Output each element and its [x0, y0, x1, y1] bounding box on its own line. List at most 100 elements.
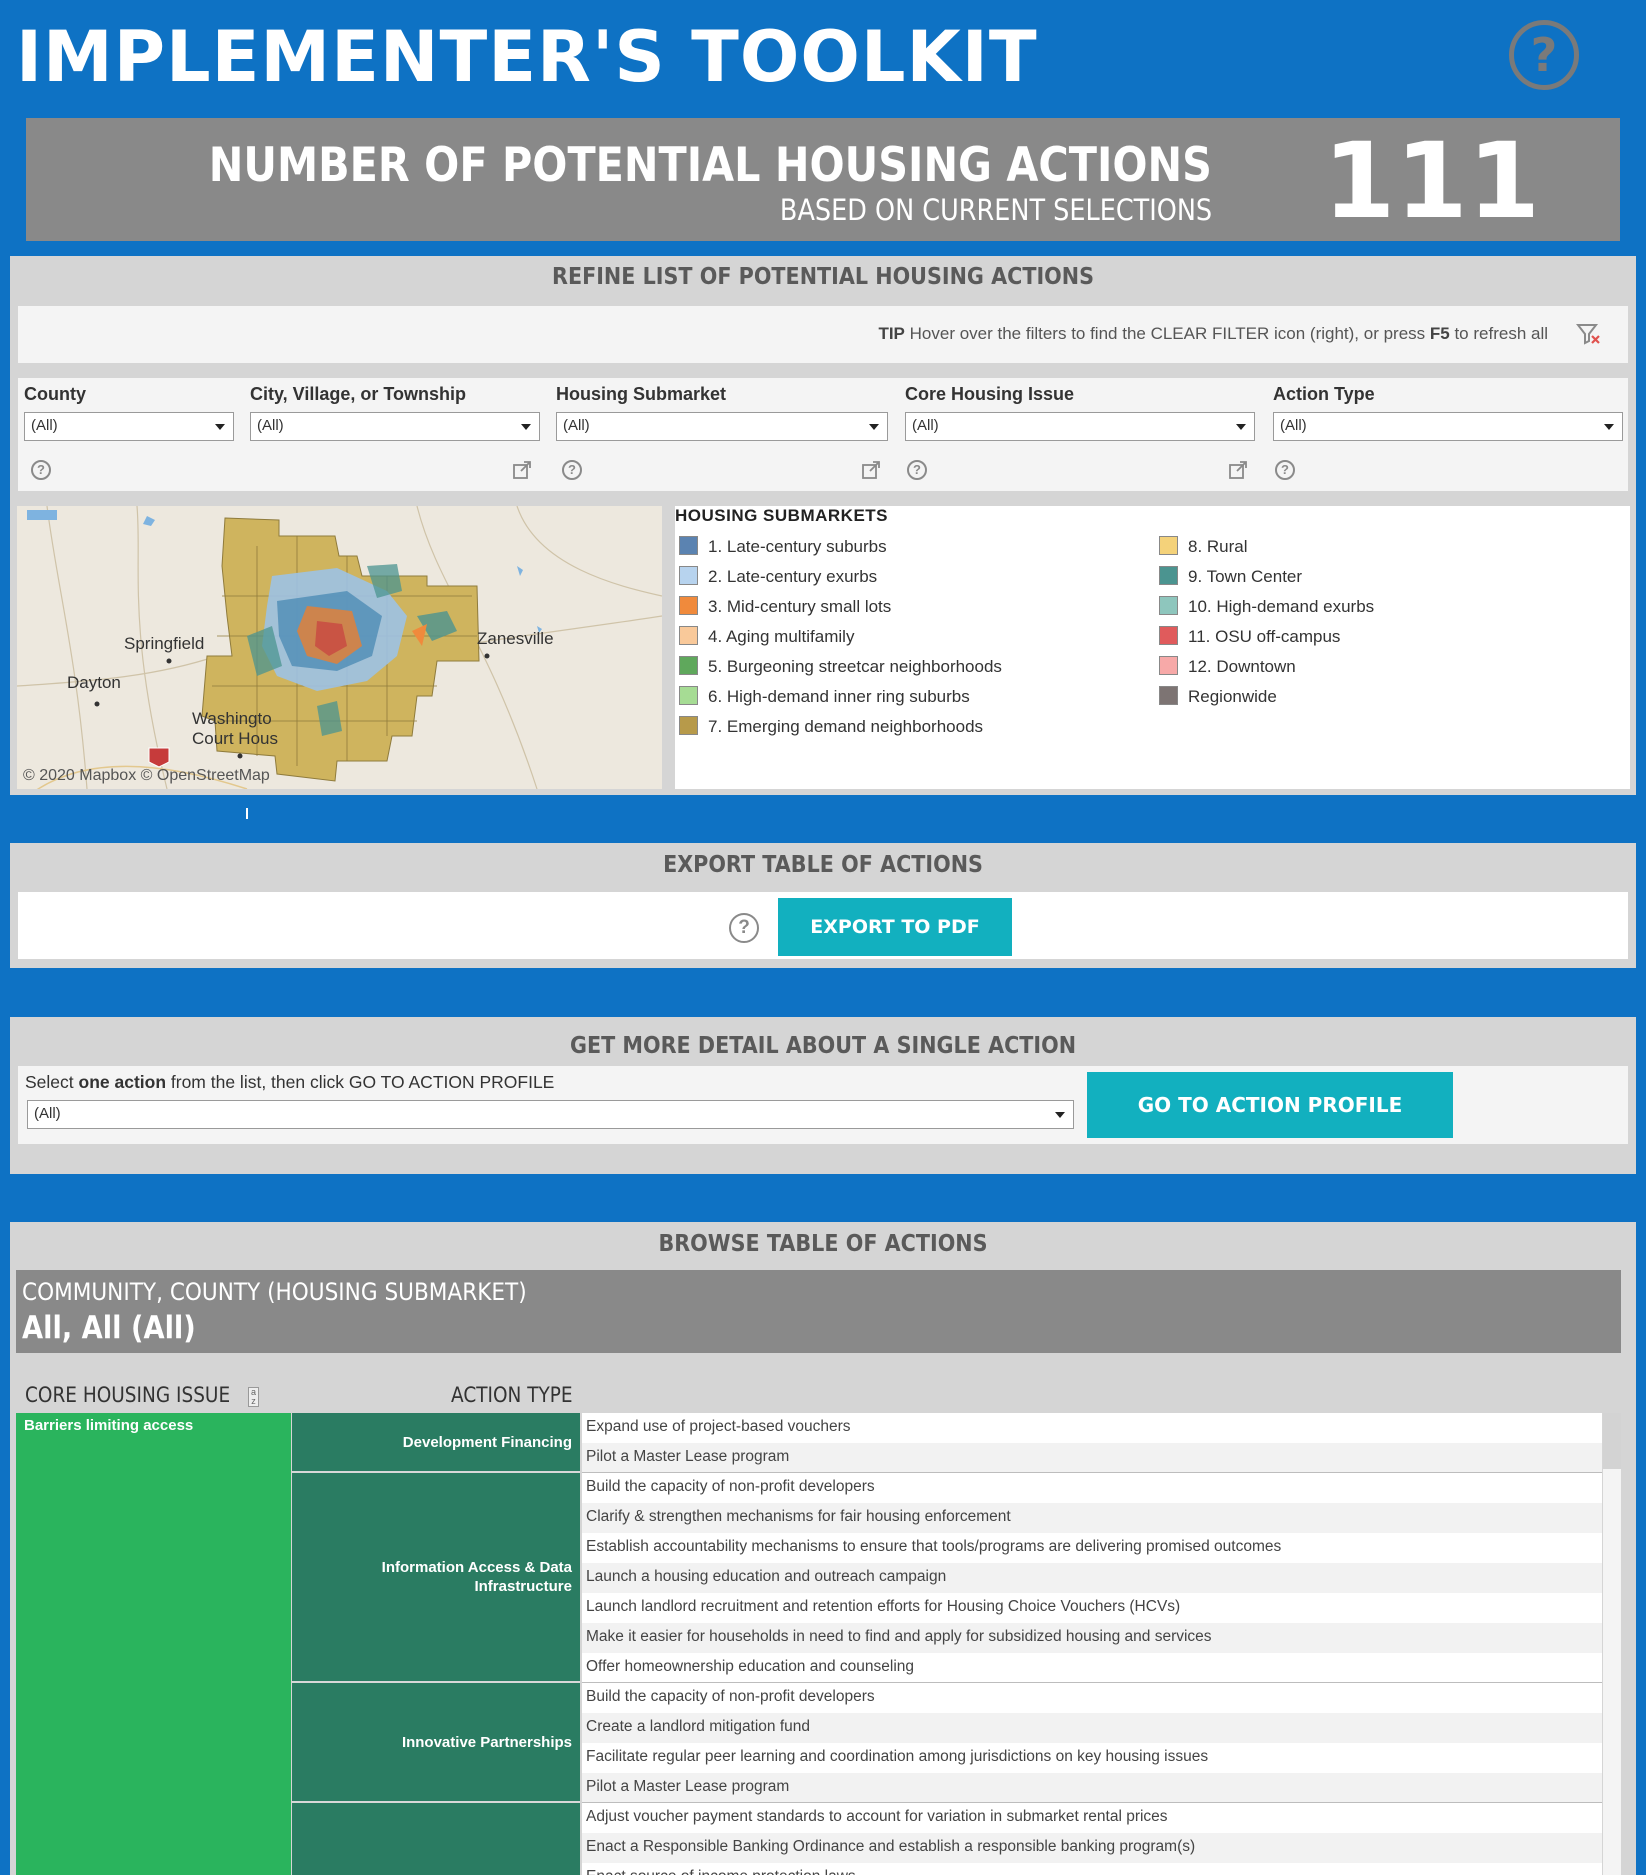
detail-instructions: Select one action from the list, then cl… [25, 1072, 555, 1092]
refine-heading: REFINE LIST OF POTENTIAL HOUSING ACTIONS [552, 264, 1094, 290]
export-pdf-button[interactable]: EXPORT TO PDF [778, 898, 1012, 956]
legend-item[interactable]: 1. Late-century suburbs [679, 536, 887, 557]
county-filter-label: County [24, 384, 86, 404]
external-link-icon[interactable] [512, 460, 532, 480]
banner-subtitle: BASED ON CURRENT SELECTIONS [779, 193, 1212, 227]
legend-swatch [679, 716, 698, 735]
legend-label: 7. Emerging demand neighborhoods [708, 717, 984, 736]
table-title-value: All, All (All) [22, 1310, 196, 1346]
action-row[interactable]: Offer homeownership education and counse… [582, 1653, 1602, 1683]
legend-label: 2. Late-century exurbs [708, 567, 878, 586]
action-row[interactable]: Launch landlord recruitment and retentio… [582, 1593, 1602, 1623]
detail-heading: GET MORE DETAIL ABOUT A SINGLE ACTION [569, 1033, 1077, 1059]
action-count: 111 [1323, 120, 1541, 242]
action-type-select[interactable]: (All) [1273, 412, 1623, 441]
submarket-help-icon[interactable]: ? [562, 460, 582, 480]
browse-heading: BROWSE TABLE OF ACTIONS [658, 1231, 988, 1257]
legend-label: Regionwide [1188, 687, 1277, 706]
action-row[interactable]: Create a landlord mitigation fund [582, 1713, 1602, 1743]
tip-text: TIP Hover over the filters to find the C… [878, 324, 1548, 343]
action-type-cell[interactable]: Information Access & Data Infrastructure [292, 1473, 580, 1683]
legend-item[interactable]: 8. Rural [1159, 536, 1248, 557]
legend-label: 8. Rural [1188, 537, 1248, 556]
submarket-legend: HOUSING SUBMARKETS 1. Late-century subur… [675, 506, 1630, 789]
action-type-label: Development Financing [402, 1434, 572, 1451]
legend-swatch [1159, 686, 1178, 705]
submarket-map[interactable]: Springfield Dayton Zanesville Washingto … [17, 506, 662, 789]
legend-swatch [679, 536, 698, 555]
legend-item[interactable]: 9. Town Center [1159, 566, 1302, 587]
map-city-label: Zanesville [477, 629, 554, 648]
dropdown-arrow-icon [1055, 1112, 1065, 1118]
action-row[interactable]: Expand use of project-based vouchers [582, 1413, 1602, 1443]
submarket-select[interactable]: (All) [556, 412, 888, 441]
legend-label: 10. High-demand exurbs [1188, 597, 1375, 616]
issue-cell[interactable]: Barriers limiting access [16, 1413, 291, 1875]
legend-label: 6. High-demand inner ring suburbs [708, 687, 970, 706]
legend-item[interactable]: 4. Aging multifamily [679, 626, 854, 647]
table-title-label: COMMUNITY, COUNTY (HOUSING SUBMARKET) [22, 1278, 527, 1306]
map-city-label: Springfield [124, 634, 205, 653]
legend-item[interactable]: 3. Mid-century small lots [679, 596, 891, 617]
legend-item[interactable]: 5. Burgeoning streetcar neighborhoods [679, 656, 1002, 677]
action-row[interactable]: Build the capacity of non-profit develop… [582, 1683, 1602, 1713]
city-select[interactable]: (All) [250, 412, 540, 441]
legend-label: 11. OSU off-campus [1188, 627, 1341, 646]
legend-swatch [679, 626, 698, 645]
scrollbar-thumb[interactable] [1603, 1413, 1621, 1469]
county-help-icon[interactable]: ? [31, 460, 51, 480]
filter-bar: County (All) City, Village, or Township … [18, 378, 1628, 491]
col-header-type[interactable]: ACTION TYPE [451, 1383, 573, 1407]
action-type-cell[interactable]: Innovative Partnerships [292, 1683, 580, 1803]
external-link-icon[interactable] [861, 460, 881, 480]
legend-swatch [1159, 656, 1178, 675]
issue-help-icon[interactable]: ? [907, 460, 927, 480]
action-row[interactable]: Pilot a Master Lease program [582, 1773, 1602, 1803]
action-row[interactable]: Enact source of income protection laws [582, 1863, 1602, 1875]
go-to-action-profile-button[interactable]: GO TO ACTION PROFILE [1087, 1072, 1453, 1138]
action-row[interactable]: Adjust voucher payment standards to acco… [582, 1803, 1602, 1833]
county-select[interactable]: (All) [24, 412, 234, 441]
legend-label: 5. Burgeoning streetcar neighborhoods [708, 657, 1002, 676]
action-row[interactable]: Clarify & strengthen mechanisms for fair… [582, 1503, 1602, 1533]
legend-item[interactable]: 7. Emerging demand neighborhoods [679, 716, 983, 737]
map-city-label: Washingto [192, 709, 272, 728]
action-row[interactable]: Build the capacity of non-profit develop… [582, 1473, 1602, 1503]
action-count-banner: NUMBER OF POTENTIAL HOUSING ACTIONS BASE… [26, 118, 1620, 241]
legend-item[interactable]: 6. High-demand inner ring suburbs [679, 686, 970, 707]
legend-item[interactable]: Regionwide [1159, 686, 1277, 707]
legend-heading: HOUSING SUBMARKETS [675, 506, 889, 525]
table-scrollbar[interactable] [1603, 1413, 1621, 1875]
export-bar: ? EXPORT TO PDF [18, 892, 1628, 959]
action-select[interactable]: (All) [27, 1100, 1074, 1129]
action-type-cell[interactable] [292, 1803, 580, 1875]
issue-select[interactable]: (All) [905, 412, 1255, 441]
action-type-cell[interactable]: Development Financing [292, 1413, 580, 1473]
export-help-icon[interactable]: ? [729, 913, 759, 943]
external-link-icon[interactable] [1228, 460, 1248, 480]
export-heading: EXPORT TABLE OF ACTIONS [663, 852, 983, 878]
legend-label: 9. Town Center [1188, 567, 1303, 586]
action-type-label: Innovative Partnerships [401, 1734, 572, 1751]
dropdown-arrow-icon [1604, 424, 1614, 430]
action-row[interactable]: Establish accountability mechanisms to e… [582, 1533, 1602, 1563]
action-row[interactable]: Launch a housing education and outreach … [582, 1563, 1602, 1593]
legend-swatch [679, 596, 698, 615]
action-type-help-icon[interactable]: ? [1275, 460, 1295, 480]
legend-item[interactable]: 10. High-demand exurbs [1159, 596, 1374, 617]
table-title-bar: COMMUNITY, COUNTY (HOUSING SUBMARKET) Al… [16, 1270, 1621, 1353]
col-header-issue[interactable]: CORE HOUSING ISSUE [25, 1383, 231, 1407]
legend-item[interactable]: 12. Downtown [1159, 656, 1296, 677]
dropdown-arrow-icon [215, 424, 225, 430]
legend-item[interactable]: 11. OSU off-campus [1159, 626, 1340, 647]
legend-item[interactable]: 2. Late-century exurbs [679, 566, 877, 587]
clear-filter-icon[interactable] [1576, 322, 1602, 346]
divider-tick [246, 808, 248, 819]
action-row[interactable]: Pilot a Master Lease program [582, 1443, 1602, 1473]
legend-label: 4. Aging multifamily [708, 627, 855, 646]
action-row[interactable]: Make it easier for households in need to… [582, 1623, 1602, 1653]
action-row[interactable]: Facilitate regular peer learning and coo… [582, 1743, 1602, 1773]
action-row[interactable]: Enact a Responsible Banking Ordinance an… [582, 1833, 1602, 1863]
question-circle-icon[interactable]: ? [1509, 20, 1579, 90]
